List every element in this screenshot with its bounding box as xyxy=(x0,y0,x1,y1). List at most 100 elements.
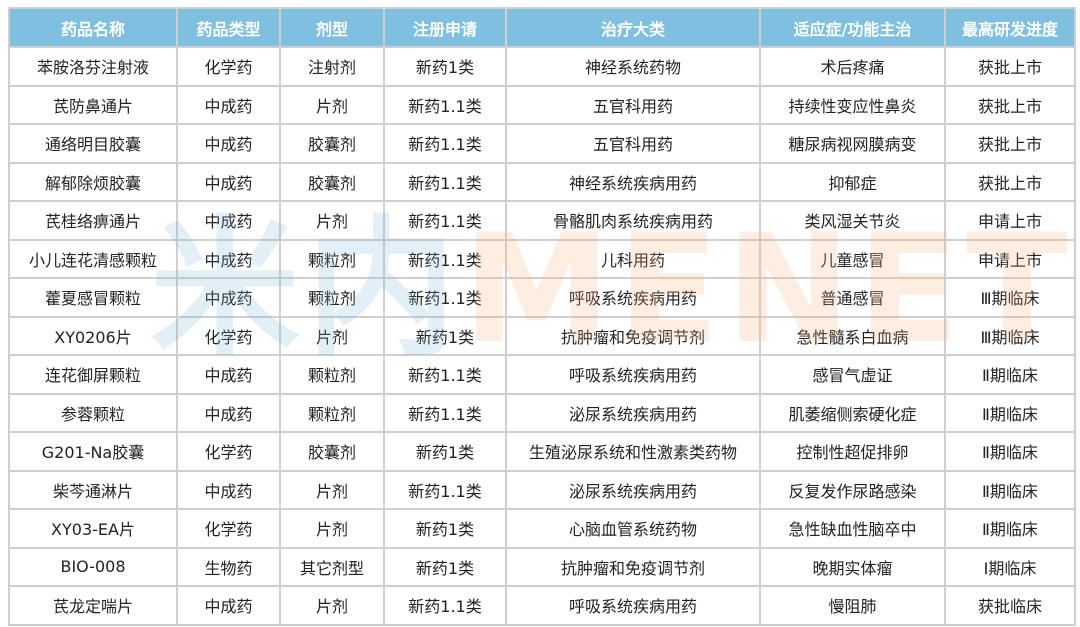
cell-dosage-form: 颗粒剂 xyxy=(279,238,385,279)
cell-drug-name: XY0206片 xyxy=(8,315,178,356)
cell-rd-stage: Ⅲ期临床 xyxy=(944,315,1076,356)
cell-registration-class: 新药1.1类 xyxy=(383,277,507,318)
cell-therapeutic-category: 生殖泌尿系统和性激素类药物 xyxy=(505,431,761,472)
cell-dosage-form: 片剂 xyxy=(279,84,385,125)
table-row: 芪桂络痹通片 中成药 片剂 新药1.1类 骨骼肌肉系统疾病用药 类风湿关节炎 申请上市 xyxy=(8,200,1076,241)
cell-dosage-form: 胶囊剂 xyxy=(279,123,385,164)
cell-registration-class: 新药1.1类 xyxy=(383,161,507,202)
cell-drug-type: 中成药 xyxy=(176,585,281,626)
cell-drug-type: 中成药 xyxy=(176,84,281,125)
column-header-registration-class: 注册申请 xyxy=(383,7,507,48)
column-header-drug-name: 药品名称 xyxy=(8,7,178,48)
cell-drug-type: 化学药 xyxy=(176,431,281,472)
cell-rd-stage: Ⅱ期临床 xyxy=(944,431,1076,472)
cell-indication: 肌萎缩侧索硬化症 xyxy=(759,392,946,433)
cell-drug-name: 通络明目胶囊 xyxy=(8,123,178,164)
cell-drug-name: 芪桂络痹通片 xyxy=(8,200,178,241)
cell-registration-class: 新药1.1类 xyxy=(383,392,507,433)
cell-therapeutic-category: 泌尿系统疾病用药 xyxy=(505,392,761,433)
cell-therapeutic-category: 抗肿瘤和免疫调节剂 xyxy=(505,546,761,587)
cell-rd-stage: Ⅱ期临床 xyxy=(944,508,1076,549)
drug-pipeline-table: 药品名称 药品类型 剂型 注册申请 治疗大类 适应症/功能主治 最高研发进度 苯胺洛芬注射液… xyxy=(8,7,1076,626)
column-header-rd-stage: 最高研发进度 xyxy=(944,7,1076,48)
cell-rd-stage: 申请上市 xyxy=(944,200,1076,241)
cell-indication: 控制性超促排卵 xyxy=(759,431,946,472)
table-row: 藿夏感冒颗粒 中成药 颗粒剂 新药1.1类 呼吸系统疾病用药 普通感冒 Ⅲ期临床 xyxy=(8,277,1076,318)
cell-therapeutic-category: 抗肿瘤和免疫调节剂 xyxy=(505,315,761,356)
cell-drug-name: XY03-EA片 xyxy=(8,508,178,549)
cell-indication: 持续性变应性鼻炎 xyxy=(759,84,946,125)
cell-drug-type: 中成药 xyxy=(176,392,281,433)
cell-dosage-form: 片剂 xyxy=(279,508,385,549)
cell-dosage-form: 片剂 xyxy=(279,469,385,510)
cell-registration-class: 新药1类 xyxy=(383,508,507,549)
cell-indication: 慢阻肺 xyxy=(759,585,946,626)
table-row: BIO-008 生物药 其它剂型 新药1类 抗肿瘤和免疫调节剂 晚期实体瘤 Ⅰ期临床 xyxy=(8,546,1076,587)
cell-rd-stage: 获批上市 xyxy=(944,123,1076,164)
cell-registration-class: 新药1类 xyxy=(383,315,507,356)
cell-drug-name: G201-Na胶囊 xyxy=(8,431,178,472)
cell-drug-name: 苯胺洛芬注射液 xyxy=(8,46,178,87)
cell-drug-name: 藿夏感冒颗粒 xyxy=(8,277,178,318)
cell-drug-type: 化学药 xyxy=(176,508,281,549)
table-row: 柴芩通淋片 中成药 片剂 新药1.1类 泌尿系统疾病用药 反复发作尿路感染 Ⅱ期临床 xyxy=(8,469,1076,510)
cell-indication: 糖尿病视网膜病变 xyxy=(759,123,946,164)
cell-indication: 反复发作尿路感染 xyxy=(759,469,946,510)
cell-drug-type: 生物药 xyxy=(176,546,281,587)
cell-drug-type: 化学药 xyxy=(176,315,281,356)
cell-drug-name: BIO-008 xyxy=(8,546,178,587)
table-row: 小儿连花清感颗粒 中成药 颗粒剂 新药1.1类 儿科用药 儿童感冒 申请上市 xyxy=(8,238,1076,279)
cell-drug-name: 解郁除烦胶囊 xyxy=(8,161,178,202)
cell-therapeutic-category: 呼吸系统疾病用药 xyxy=(505,585,761,626)
table-row: 解郁除烦胶囊 中成药 胶囊剂 新药1.1类 神经系统疾病用药 抑郁症 获批上市 xyxy=(8,161,1076,202)
cell-therapeutic-category: 呼吸系统疾病用药 xyxy=(505,354,761,395)
cell-drug-type: 中成药 xyxy=(176,200,281,241)
table-row: 苯胺洛芬注射液 化学药 注射剂 新药1类 神经系统药物 术后疼痛 获批上市 xyxy=(8,46,1076,87)
cell-rd-stage: 获批上市 xyxy=(944,46,1076,87)
cell-dosage-form: 胶囊剂 xyxy=(279,161,385,202)
cell-drug-name: 连花御屏颗粒 xyxy=(8,354,178,395)
cell-therapeutic-category: 心脑血管系统药物 xyxy=(505,508,761,549)
cell-registration-class: 新药1类 xyxy=(383,546,507,587)
cell-drug-type: 化学药 xyxy=(176,46,281,87)
table-header-row: 药品名称 药品类型 剂型 注册申请 治疗大类 适应症/功能主治 最高研发进度 xyxy=(8,7,1076,48)
cell-registration-class: 新药1.1类 xyxy=(383,354,507,395)
cell-rd-stage: Ⅰ期临床 xyxy=(944,546,1076,587)
cell-therapeutic-category: 儿科用药 xyxy=(505,238,761,279)
cell-registration-class: 新药1类 xyxy=(383,46,507,87)
cell-rd-stage: Ⅱ期临床 xyxy=(944,392,1076,433)
cell-indication: 儿童感冒 xyxy=(759,238,946,279)
column-header-indication: 适应症/功能主治 xyxy=(759,7,946,48)
cell-drug-name: 芪防鼻通片 xyxy=(8,84,178,125)
cell-rd-stage: Ⅱ期临床 xyxy=(944,354,1076,395)
cell-rd-stage: 获批上市 xyxy=(944,84,1076,125)
table-row: 参蓉颗粒 中成药 颗粒剂 新药1.1类 泌尿系统疾病用药 肌萎缩侧索硬化症 Ⅱ期临床 xyxy=(8,392,1076,433)
cell-dosage-form: 片剂 xyxy=(279,315,385,356)
cell-rd-stage: Ⅱ期临床 xyxy=(944,469,1076,510)
cell-dosage-form: 颗粒剂 xyxy=(279,354,385,395)
cell-indication: 感冒气虚证 xyxy=(759,354,946,395)
column-header-therapeutic-category: 治疗大类 xyxy=(505,7,761,48)
cell-therapeutic-category: 神经系统疾病用药 xyxy=(505,161,761,202)
cell-drug-name: 柴芩通淋片 xyxy=(8,469,178,510)
cell-drug-name: 小儿连花清感颗粒 xyxy=(8,238,178,279)
cell-therapeutic-category: 泌尿系统疾病用药 xyxy=(505,469,761,510)
cell-dosage-form: 颗粒剂 xyxy=(279,392,385,433)
table-row: 芪龙定喘片 中成药 片剂 新药1.1类 呼吸系统疾病用药 慢阻肺 获批临床 xyxy=(8,585,1076,626)
cell-registration-class: 新药1.1类 xyxy=(383,200,507,241)
cell-drug-type: 中成药 xyxy=(176,238,281,279)
cell-indication: 晚期实体瘤 xyxy=(759,546,946,587)
cell-indication: 抑郁症 xyxy=(759,161,946,202)
cell-rd-stage: 申请上市 xyxy=(944,238,1076,279)
cell-registration-class: 新药1.1类 xyxy=(383,469,507,510)
table-row: 芪防鼻通片 中成药 片剂 新药1.1类 五官科用药 持续性变应性鼻炎 获批上市 xyxy=(8,84,1076,125)
cell-indication: 类风湿关节炎 xyxy=(759,200,946,241)
cell-therapeutic-category: 神经系统药物 xyxy=(505,46,761,87)
column-header-drug-type: 药品类型 xyxy=(176,7,281,48)
cell-registration-class: 新药1类 xyxy=(383,431,507,472)
cell-drug-type: 中成药 xyxy=(176,161,281,202)
cell-dosage-form: 其它剂型 xyxy=(279,546,385,587)
cell-indication: 急性髓系白血病 xyxy=(759,315,946,356)
column-header-dosage-form: 剂型 xyxy=(279,7,385,48)
table-row: XY03-EA片 化学药 片剂 新药1类 心脑血管系统药物 急性缺血性脑卒中 Ⅱ期临床 xyxy=(8,508,1076,549)
